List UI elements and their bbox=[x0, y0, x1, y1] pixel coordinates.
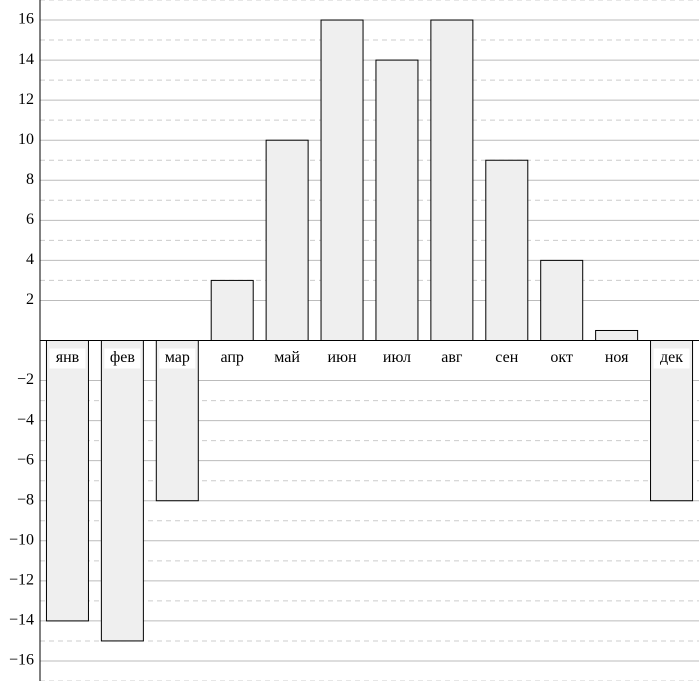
label-bg bbox=[159, 348, 196, 369]
x-tick-label: окт bbox=[550, 349, 573, 366]
y-tick-label: 10 bbox=[18, 131, 34, 148]
y-tick-label: −12 bbox=[9, 572, 34, 589]
bar bbox=[210, 279, 254, 342]
label-bg bbox=[324, 348, 361, 369]
y-tick-label: −14 bbox=[9, 612, 34, 629]
y-tick-label: 2 bbox=[26, 291, 34, 308]
x-tick-label: июл bbox=[383, 349, 411, 366]
y-tick-label: 4 bbox=[26, 251, 34, 268]
label-bg bbox=[104, 348, 141, 369]
y-tick-label: 6 bbox=[26, 211, 34, 228]
x-tick-label: янв bbox=[56, 349, 80, 366]
y-tick-label: −8 bbox=[17, 491, 34, 508]
label-bg bbox=[214, 348, 251, 369]
bar bbox=[375, 59, 419, 342]
label-bg bbox=[269, 348, 306, 369]
y-tick-label: −4 bbox=[17, 411, 34, 428]
label-bg bbox=[433, 348, 470, 369]
label-bg bbox=[543, 348, 580, 369]
bar bbox=[540, 259, 584, 341]
y-tick-label: 14 bbox=[18, 51, 34, 68]
x-tick-label: дек bbox=[660, 349, 683, 366]
bar bbox=[430, 19, 474, 341]
bar bbox=[265, 139, 309, 341]
x-tick-label: апр bbox=[220, 349, 243, 366]
x-tick-label: июн bbox=[328, 349, 358, 366]
x-tick-label: сен bbox=[495, 349, 518, 366]
y-tick-label: 12 bbox=[18, 91, 34, 108]
label-bg bbox=[488, 348, 525, 369]
label-bg bbox=[653, 348, 690, 369]
x-tick-label: фев bbox=[110, 349, 135, 366]
y-tick-label: −10 bbox=[9, 531, 34, 548]
y-tick-label: 16 bbox=[18, 11, 34, 28]
bar bbox=[45, 340, 89, 622]
bar bbox=[100, 340, 144, 642]
label-bg bbox=[598, 348, 635, 369]
bar bbox=[320, 19, 364, 341]
y-tick-label: −2 bbox=[17, 371, 34, 388]
y-tick-label: 8 bbox=[26, 171, 34, 188]
x-tick-label: мар bbox=[165, 349, 190, 366]
bar bbox=[485, 159, 529, 341]
x-tick-label: май bbox=[274, 349, 300, 366]
bar bbox=[595, 329, 639, 341]
x-tick-label: авг bbox=[441, 349, 463, 366]
label-bg bbox=[49, 348, 86, 369]
y-tick-label: −16 bbox=[9, 652, 34, 669]
x-tick-label: ноя bbox=[605, 349, 629, 366]
label-bg bbox=[378, 348, 415, 369]
y-tick-label: −6 bbox=[17, 451, 34, 468]
